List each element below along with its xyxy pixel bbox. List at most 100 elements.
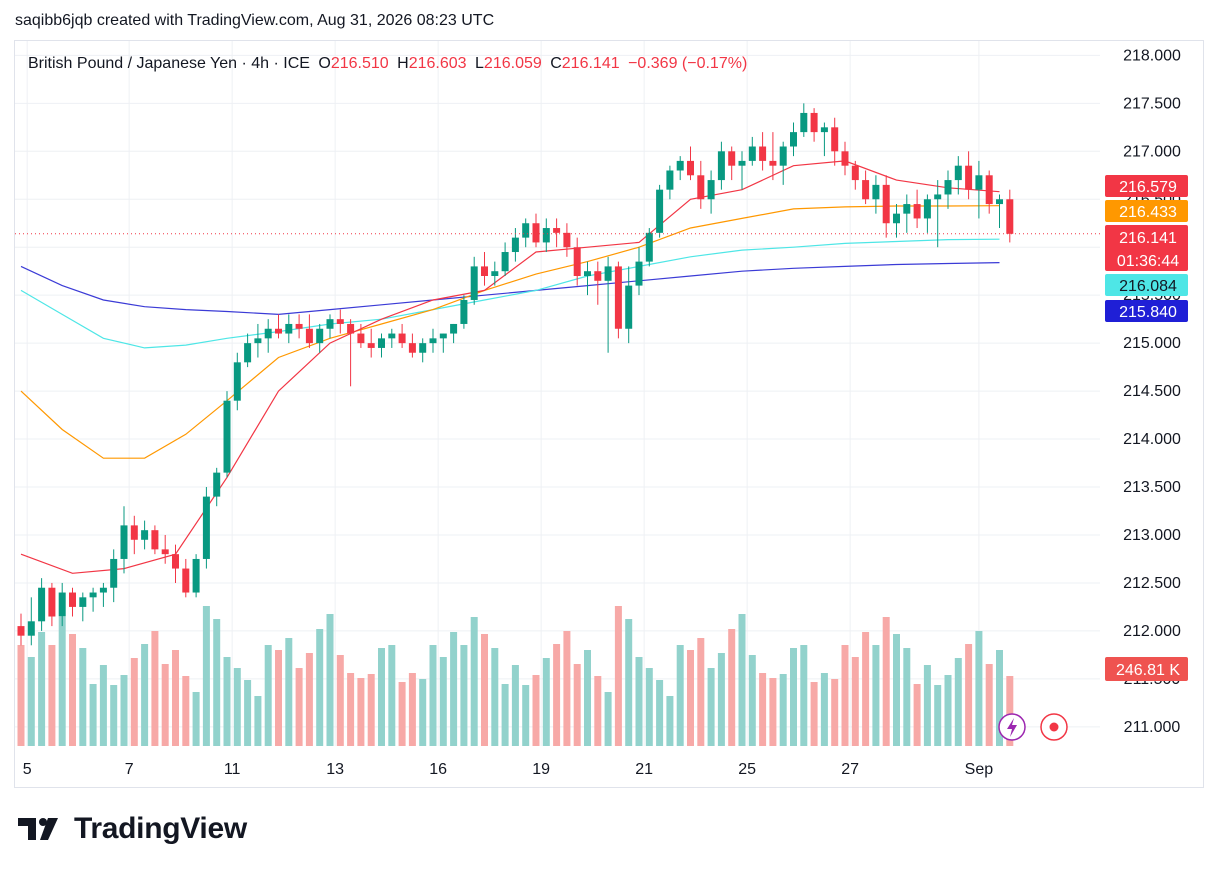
volume-bar bbox=[202, 606, 210, 746]
candle-body bbox=[244, 343, 252, 363]
candle-body bbox=[58, 592, 66, 617]
candle-body bbox=[790, 132, 797, 147]
price-label-box bbox=[1105, 200, 1188, 222]
volume-bar bbox=[429, 645, 437, 746]
volume-bar bbox=[192, 692, 200, 746]
volume-bar bbox=[903, 648, 911, 746]
candle-body bbox=[172, 554, 179, 569]
price-label-value: 216.579 bbox=[1119, 179, 1177, 196]
volume-bar bbox=[501, 684, 509, 746]
candle-body bbox=[687, 160, 694, 176]
candle-body bbox=[676, 160, 684, 171]
volume-bar bbox=[470, 617, 478, 746]
volume-bar bbox=[635, 657, 643, 746]
candle-body bbox=[965, 165, 973, 190]
volume-bar bbox=[553, 644, 561, 746]
candle-body bbox=[38, 587, 46, 622]
candle-body bbox=[388, 333, 396, 339]
legend-low-label: L bbox=[475, 55, 484, 72]
volume-bar bbox=[491, 648, 499, 746]
volume-bar bbox=[89, 684, 97, 746]
candle-body bbox=[903, 204, 911, 214]
candle-body bbox=[800, 112, 808, 133]
volume-bar bbox=[1006, 676, 1014, 746]
volume-bar bbox=[542, 658, 550, 746]
volume-bar bbox=[604, 692, 612, 746]
candle-body bbox=[748, 146, 756, 161]
volume-bar bbox=[347, 673, 355, 746]
candle-body bbox=[378, 338, 385, 348]
candle-body bbox=[347, 323, 355, 334]
candle-body bbox=[202, 496, 210, 559]
candle-body bbox=[511, 237, 519, 253]
volume-bar bbox=[738, 614, 746, 746]
volume-bar bbox=[985, 664, 993, 746]
candle-body bbox=[975, 175, 983, 190]
candle-body bbox=[872, 184, 880, 200]
candle-body bbox=[501, 252, 509, 272]
candle-body bbox=[275, 328, 282, 334]
volume-bar bbox=[645, 668, 653, 746]
tradingview-logo[interactable]: TradingView bbox=[18, 812, 247, 846]
candle-body bbox=[89, 592, 97, 598]
candle-body bbox=[697, 175, 705, 200]
candle-body bbox=[779, 146, 787, 166]
volume-bar bbox=[120, 675, 128, 746]
tradingview-brand: TradingView bbox=[74, 812, 247, 845]
volume-bar bbox=[522, 685, 530, 746]
candle-body bbox=[759, 146, 767, 161]
volume-bar bbox=[769, 678, 777, 746]
candle-body bbox=[584, 271, 591, 276]
legend-high-value: 216.603 bbox=[408, 55, 467, 72]
candle-body bbox=[233, 362, 241, 401]
price-label-box bbox=[1105, 274, 1188, 296]
volume-bar bbox=[965, 644, 973, 746]
candle-body bbox=[336, 319, 344, 324]
candle-body bbox=[27, 621, 35, 636]
record-dot-icon bbox=[1049, 722, 1059, 732]
volume-bar bbox=[48, 645, 56, 746]
candle-body bbox=[635, 261, 643, 286]
legend-low-value: 216.059 bbox=[483, 55, 542, 72]
volume-bar bbox=[975, 631, 983, 746]
volume-bar bbox=[460, 645, 468, 746]
candle-body bbox=[17, 626, 25, 636]
volume-bar bbox=[790, 648, 797, 746]
volume-bar bbox=[27, 657, 35, 746]
candle-body bbox=[79, 597, 87, 607]
candle-body bbox=[996, 199, 1003, 205]
price-label-box bbox=[1105, 225, 1188, 271]
volume-bar bbox=[419, 679, 427, 746]
volume-bar bbox=[69, 634, 76, 746]
candle-body bbox=[326, 319, 334, 329]
volume-bar bbox=[110, 685, 118, 746]
candle-body bbox=[305, 328, 313, 344]
volume-bar bbox=[213, 619, 221, 746]
x-tick-label: 7 bbox=[125, 761, 134, 778]
volume-bar bbox=[79, 648, 87, 746]
volume-bar bbox=[934, 685, 942, 746]
candle-body bbox=[130, 525, 138, 540]
volume-bar bbox=[182, 676, 190, 746]
candle-body bbox=[553, 228, 561, 233]
x-tick-label: 5 bbox=[23, 761, 32, 778]
volume-bar bbox=[58, 617, 66, 746]
volume-bar bbox=[316, 629, 324, 746]
volume-bar bbox=[594, 676, 602, 746]
volume-bar bbox=[367, 674, 375, 746]
volume-bar bbox=[666, 696, 674, 746]
volume-bar bbox=[130, 658, 138, 746]
volume-bar bbox=[141, 644, 149, 746]
candle-body bbox=[563, 232, 571, 248]
volume-bar bbox=[882, 617, 890, 746]
candle-body bbox=[285, 323, 293, 334]
candle-body bbox=[481, 266, 488, 276]
candle-body bbox=[141, 530, 149, 540]
legend-high-label: H bbox=[397, 55, 409, 72]
volume-bar bbox=[17, 645, 25, 746]
legend-open-label: O bbox=[318, 55, 331, 72]
y-tick-label: 212.000 bbox=[1123, 623, 1181, 640]
volume-bar bbox=[893, 634, 900, 746]
volume-bar bbox=[398, 682, 406, 746]
